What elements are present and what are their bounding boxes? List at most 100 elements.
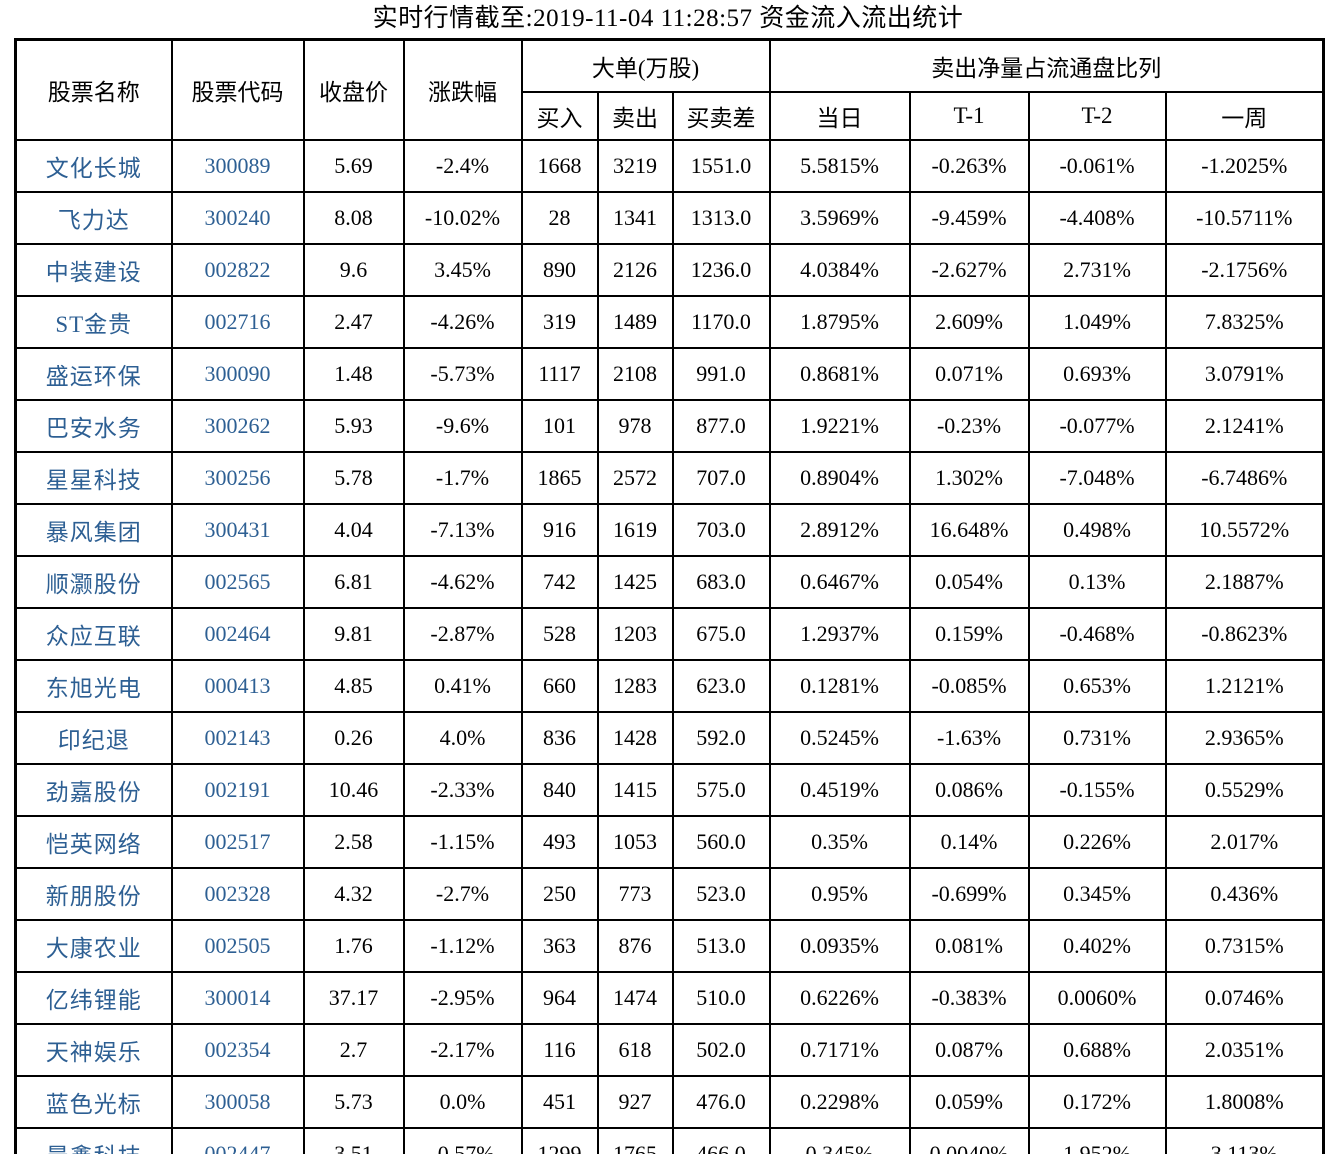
cell-week-ratio: 0.0746%: [1164, 971, 1325, 1025]
table-row: 中装建设 002822 9.6 3.45% 890 2126 1236.0 4.…: [14, 243, 1325, 297]
page-title: 实时行情截至:2019-11-04 11:28:57 资金流入流出统计: [372, 5, 964, 32]
col-header-today: 当日: [768, 91, 911, 141]
cell-buy-sell-diff: 703.0: [671, 503, 771, 557]
cell-week-ratio: 0.5529%: [1164, 763, 1325, 817]
header-group-row: 股票名称 股票代码 收盘价 涨跌幅 大单(万股) 卖出净量占流通盘比列: [14, 38, 1325, 141]
table-row: 东旭光电 000413 4.85 0.41% 660 1283 623.0 0.…: [14, 659, 1325, 713]
cell-buy-sell-diff: 560.0: [671, 815, 771, 869]
cell-sell-volume: 2108: [596, 347, 674, 401]
cell-sell-volume: 1765: [596, 1127, 674, 1154]
cell-t1-ratio: 0.087%: [908, 1023, 1030, 1077]
cell-stock-name: ST金贵: [14, 295, 173, 349]
cell-buy-sell-diff: 502.0: [671, 1023, 771, 1077]
cell-t2-ratio: 2.731%: [1027, 243, 1167, 297]
cell-t2-ratio: 0.653%: [1027, 659, 1167, 713]
cell-change-pct: -2.17%: [402, 1023, 523, 1077]
cell-buy-volume: 116: [520, 1023, 599, 1077]
cell-week-ratio: 0.436%: [1164, 867, 1325, 921]
cell-change-pct: -7.13%: [402, 503, 523, 557]
cell-buy-sell-diff: 513.0: [671, 919, 771, 973]
cell-t1-ratio: -0.085%: [908, 659, 1030, 713]
cell-week-ratio: 2.1887%: [1164, 555, 1325, 609]
cell-today-ratio: 0.6226%: [768, 971, 911, 1025]
cell-sell-volume: 2572: [596, 451, 674, 505]
table-row: 盛运环保 300090 1.48 -5.73% 1117 2108 991.0 …: [14, 347, 1325, 401]
col-group-sell-net-ratio: 卖出净量占流通盘比列: [768, 38, 1325, 93]
cell-close-price: 10.46: [302, 763, 405, 817]
cell-week-ratio: 1.8008%: [1164, 1075, 1325, 1129]
cell-t1-ratio: -9.459%: [908, 191, 1030, 245]
cell-change-pct: 0.0%: [402, 1075, 523, 1129]
cell-buy-sell-diff: 575.0: [671, 763, 771, 817]
cell-change-pct: -0.57%: [402, 1127, 523, 1154]
cell-close-price: 2.7: [302, 1023, 405, 1077]
cell-stock-name: 众应互联: [14, 607, 173, 661]
cell-t2-ratio: 0.0060%: [1027, 971, 1167, 1025]
cell-t1-ratio: 2.609%: [908, 295, 1030, 349]
cell-sell-volume: 618: [596, 1023, 674, 1077]
cell-stock-code: 002328: [170, 867, 305, 921]
cell-buy-volume: 840: [520, 763, 599, 817]
table-row: 星星科技 300256 5.78 -1.7% 1865 2572 707.0 0…: [14, 451, 1325, 505]
cell-stock-name: 亿纬锂能: [14, 971, 173, 1025]
cell-today-ratio: 2.8912%: [768, 503, 911, 557]
cell-today-ratio: 0.1281%: [768, 659, 911, 713]
cell-t1-ratio: 0.086%: [908, 763, 1030, 817]
cell-change-pct: -1.7%: [402, 451, 523, 505]
cell-t1-ratio: 0.059%: [908, 1075, 1030, 1129]
cell-today-ratio: 1.8795%: [768, 295, 911, 349]
table-row: 天神娱乐 002354 2.7 -2.17% 116 618 502.0 0.7…: [14, 1023, 1325, 1077]
cell-t1-ratio: -2.627%: [908, 243, 1030, 297]
cell-stock-code: 300256: [170, 451, 305, 505]
cell-week-ratio: 2.1241%: [1164, 399, 1325, 453]
cell-t2-ratio: 1.049%: [1027, 295, 1167, 349]
col-header-close-price: 收盘价: [302, 38, 405, 141]
cell-t2-ratio: 0.226%: [1027, 815, 1167, 869]
cell-sell-volume: 1415: [596, 763, 674, 817]
cell-stock-name: 暴风集团: [14, 503, 173, 557]
cell-change-pct: -4.62%: [402, 555, 523, 609]
cell-t1-ratio: 0.14%: [908, 815, 1030, 869]
cell-buy-sell-diff: 1236.0: [671, 243, 771, 297]
cell-stock-name: 大康农业: [14, 919, 173, 973]
cell-stock-name: 文化长城: [14, 139, 173, 193]
cell-week-ratio: 2.9365%: [1164, 711, 1325, 765]
cell-week-ratio: 3.113%: [1164, 1127, 1325, 1154]
cell-close-price: 0.26: [302, 711, 405, 765]
cell-week-ratio: 2.017%: [1164, 815, 1325, 869]
cell-t1-ratio: 16.648%: [908, 503, 1030, 557]
cell-change-pct: -1.12%: [402, 919, 523, 973]
cell-change-pct: -4.26%: [402, 295, 523, 349]
cell-stock-name: 天神娱乐: [14, 1023, 173, 1077]
table-row: 蓝色光标 300058 5.73 0.0% 451 927 476.0 0.22…: [14, 1075, 1325, 1129]
cell-today-ratio: 5.5815%: [768, 139, 911, 193]
cell-t2-ratio: 0.693%: [1027, 347, 1167, 401]
cell-sell-volume: 1474: [596, 971, 674, 1025]
cell-stock-code: 000413: [170, 659, 305, 713]
cell-buy-sell-diff: 476.0: [671, 1075, 771, 1129]
cell-change-pct: -2.33%: [402, 763, 523, 817]
cell-sell-volume: 1283: [596, 659, 674, 713]
cell-change-pct: 0.41%: [402, 659, 523, 713]
cell-change-pct: -5.73%: [402, 347, 523, 401]
cell-buy-sell-diff: 592.0: [671, 711, 771, 765]
cell-t2-ratio: -0.061%: [1027, 139, 1167, 193]
cell-today-ratio: 0.5245%: [768, 711, 911, 765]
cell-change-pct: -9.6%: [402, 399, 523, 453]
cell-stock-code: 300089: [170, 139, 305, 193]
cell-sell-volume: 2126: [596, 243, 674, 297]
cell-sell-volume: 1203: [596, 607, 674, 661]
cell-close-price: 1.76: [302, 919, 405, 973]
cell-close-price: 5.69: [302, 139, 405, 193]
cell-buy-volume: 319: [520, 295, 599, 349]
cell-today-ratio: 0.6467%: [768, 555, 911, 609]
cell-stock-name: 中装建设: [14, 243, 173, 297]
table-row: 晨鑫科技 002447 3.51 -0.57% 1299 1765 466.0 …: [14, 1127, 1325, 1154]
cell-change-pct: -10.02%: [402, 191, 523, 245]
cell-buy-volume: 742: [520, 555, 599, 609]
table-row: 飞力达 300240 8.08 -10.02% 28 1341 1313.0 3…: [14, 191, 1325, 245]
cell-stock-code: 300431: [170, 503, 305, 557]
cell-buy-volume: 250: [520, 867, 599, 921]
table-row: 印纪退 002143 0.26 4.0% 836 1428 592.0 0.52…: [14, 711, 1325, 765]
header-sub-row: 买入 卖出 买卖差 当日 T-1 T-2 一周: [16, 91, 1325, 141]
